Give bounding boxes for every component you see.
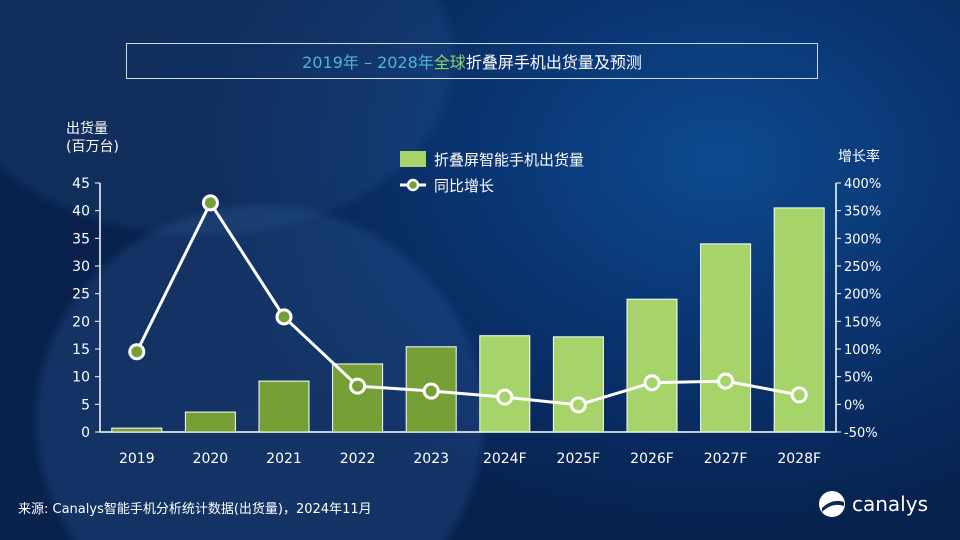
- x-tick-label: 2027F: [704, 451, 748, 467]
- growth-point-2027F: [717, 372, 735, 390]
- bar-2019: [111, 427, 163, 433]
- logo-text: canalys: [852, 492, 928, 516]
- right-tick-label: 0%: [844, 398, 865, 413]
- chart-area: 0 5 10 15 20 25 30 35 40 45 -50% 0% 50% 100% 150% 200% 2…: [72, 176, 881, 467]
- legend-bar-swatch: [400, 151, 426, 167]
- x-tick-label: 2028F: [777, 451, 821, 467]
- right-tick-label: 250%: [844, 260, 881, 275]
- bar-2026F: [626, 298, 678, 433]
- left-tick-label: 25: [72, 287, 90, 303]
- right-axis-label: 增长率: [838, 149, 880, 165]
- right-tick-label: 150%: [844, 315, 881, 330]
- growth-point-2026F: [643, 374, 661, 392]
- growth-point-2023: [422, 382, 440, 400]
- growth-point-2028F: [790, 386, 808, 404]
- title-years: 2019年 – 2028年: [302, 53, 434, 72]
- legend-item-bar: 折叠屏智能手机出货量: [400, 146, 584, 172]
- bar-2024F: [479, 335, 531, 433]
- growth-point-2022: [349, 377, 367, 395]
- left-tick-label: 20: [72, 314, 90, 330]
- legend: 折叠屏智能手机出货量 同比增长: [400, 146, 584, 198]
- growth-point-2021: [275, 308, 293, 326]
- x-tick-label: 2024F: [483, 451, 527, 467]
- bar-2025F: [552, 336, 604, 433]
- growth-point-2025F: [569, 396, 587, 414]
- legend-bar-label: 折叠屏智能手机出货量: [434, 150, 585, 169]
- chart-title: 2019年 – 2028年 全球 折叠屏手机出货量及预测: [126, 43, 818, 79]
- right-tick-label: 100%: [844, 343, 881, 358]
- legend-line-label: 同比增长: [434, 176, 495, 195]
- bar-2022: [332, 363, 384, 433]
- right-tick-label: -50%: [844, 426, 878, 441]
- bar-2027F: [700, 243, 752, 433]
- left-tick-label: 10: [72, 370, 90, 386]
- legend-line-swatch: [400, 178, 426, 192]
- left-axis-label: 出货量 (百万台): [66, 120, 119, 156]
- left-tick-label: 0: [81, 425, 90, 441]
- right-tick-label: 400%: [844, 177, 881, 192]
- title-global: 全球: [433, 53, 466, 72]
- x-tick-label: 2019: [119, 451, 155, 467]
- left-tick-label: 40: [72, 204, 90, 220]
- growth-point-2019: [128, 343, 146, 361]
- title-main: 折叠屏手机出货量及预测: [465, 53, 642, 72]
- growth-point-2020: [201, 194, 219, 212]
- left-tick-label: 35: [72, 231, 90, 247]
- growth-point-2024F: [496, 388, 514, 406]
- left-tick-label: 30: [72, 259, 90, 275]
- x-tick-label: 2023: [413, 451, 449, 467]
- left-tick-label: 45: [72, 176, 90, 192]
- left-tick-label: 5: [81, 397, 90, 413]
- left-axis-label-line1: 出货量: [66, 121, 108, 137]
- canalys-logo: canalys: [818, 490, 943, 518]
- bar-2021: [258, 380, 310, 433]
- right-tick-label: 300%: [844, 232, 881, 247]
- source-note: 来源: Canalys智能手机分析统计数据(出货量)，2024年11月: [18, 502, 372, 517]
- left-tick-label: 15: [72, 342, 90, 358]
- legend-item-line: 同比增长: [400, 172, 584, 198]
- x-tick-label: 2025F: [557, 451, 601, 467]
- growth-line: [135, 199, 800, 407]
- right-tick-label: 350%: [844, 205, 881, 220]
- x-tick-label: 2022: [340, 451, 376, 467]
- left-axis-label-line2: (百万台): [66, 139, 119, 155]
- right-tick-label: 200%: [844, 288, 881, 303]
- x-tick-label: 2026F: [630, 451, 674, 467]
- canalys-logo-icon: [819, 491, 845, 517]
- bar-2020: [184, 411, 236, 433]
- x-tick-label: 2021: [266, 451, 302, 467]
- x-tick-label: 2020: [193, 451, 229, 467]
- right-tick-label: 50%: [844, 371, 873, 386]
